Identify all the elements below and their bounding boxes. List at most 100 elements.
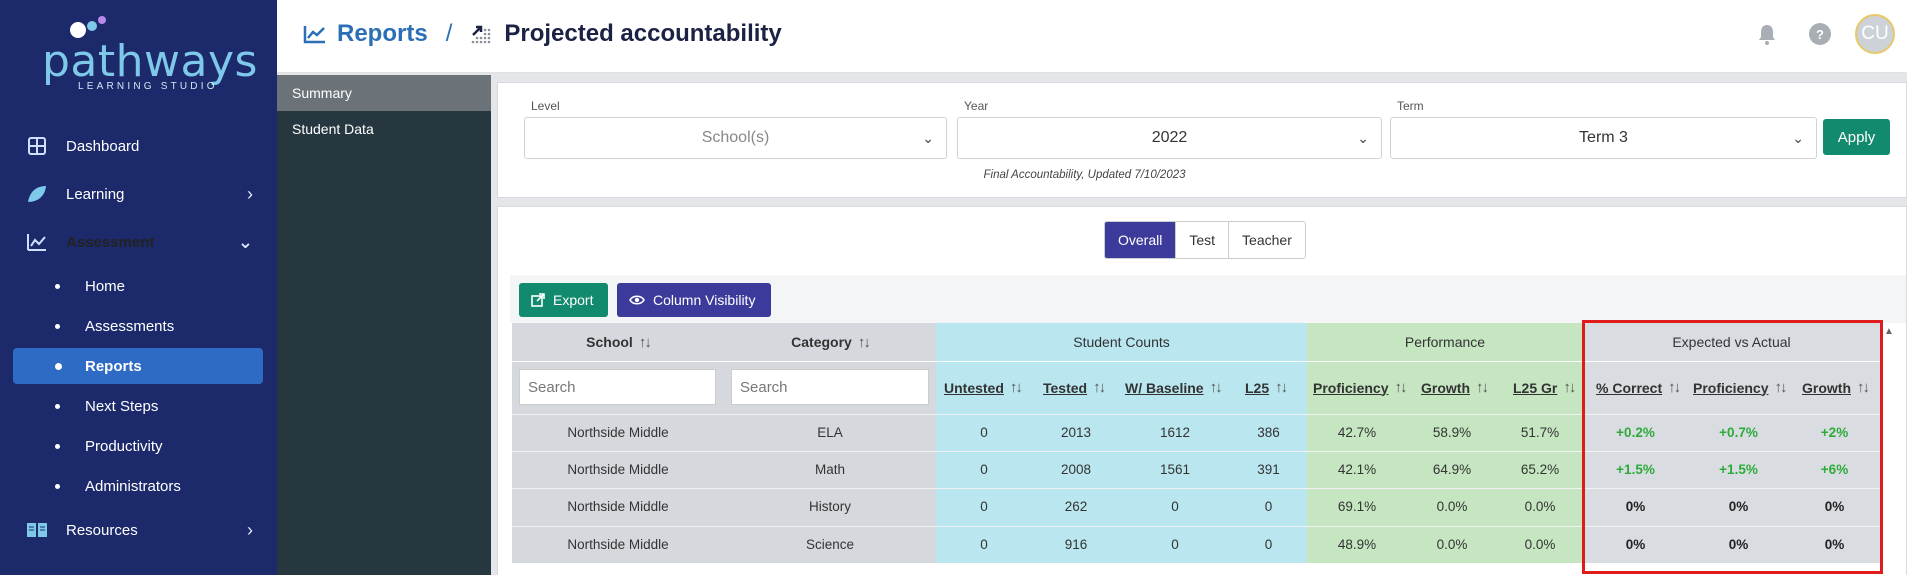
svg-text:?: ? bbox=[1816, 27, 1824, 42]
col-l25-header[interactable]: L25 ↑↓ bbox=[1245, 361, 1288, 414]
nav-sub-assessments[interactable]: Assessments bbox=[0, 306, 277, 346]
col-baseline-header[interactable]: W/ Baseline ↑↓ bbox=[1125, 361, 1223, 414]
cell-baseline: 0 bbox=[1171, 537, 1179, 552]
tab-teacher[interactable]: Teacher bbox=[1229, 222, 1305, 258]
sort-icon: ↑↓ bbox=[1394, 379, 1407, 396]
nav-learning[interactable]: Learning › bbox=[0, 170, 277, 218]
level-value: School(s) bbox=[701, 129, 770, 146]
cell-l25: 0 bbox=[1264, 499, 1273, 514]
sort-icon: ↑↓ bbox=[1275, 379, 1288, 396]
col-untested-header[interactable]: Untested ↑↓ bbox=[944, 361, 1023, 414]
column-visibility-button[interactable]: Column Visibility bbox=[617, 283, 771, 317]
logo-wordmark: pathways bbox=[42, 36, 258, 87]
table-row[interactable]: Northside Middle Science 0 916 0 0 48.9% 0.0% 0.… bbox=[512, 526, 1880, 563]
nav-sub-label: Administrators bbox=[85, 477, 181, 495]
export-button[interactable]: Export bbox=[519, 283, 608, 317]
col-school-header[interactable]: School ↑↓ bbox=[512, 323, 724, 361]
term-label: Term bbox=[1397, 99, 1424, 113]
dashboard-icon bbox=[26, 135, 48, 157]
subnav-summary[interactable]: Summary bbox=[277, 75, 491, 111]
bell-icon[interactable] bbox=[1755, 22, 1779, 46]
filter-panel: Level School(s) ⌄ Year 2022 ⌄ Term Term … bbox=[497, 82, 1907, 198]
pathways-logo[interactable]: pathways LEARNING STUDIO bbox=[42, 14, 257, 92]
accountability-note: Final Accountability, Updated 7/10/2023 bbox=[983, 169, 1186, 181]
category-search-input[interactable]: Search bbox=[731, 369, 929, 405]
cell-untested: 0 bbox=[980, 499, 988, 514]
nav-sub-reports[interactable]: Reports bbox=[13, 348, 263, 384]
col-label: Proficiency bbox=[1693, 379, 1769, 396]
col-label: Growth bbox=[1421, 379, 1470, 396]
apply-button[interactable]: Apply bbox=[1823, 119, 1890, 155]
nav-resources[interactable]: Resources › bbox=[0, 506, 277, 554]
sort-icon: ↑↓ bbox=[1668, 379, 1681, 396]
col-proficiency-header[interactable]: Proficiency ↑↓ bbox=[1313, 361, 1407, 414]
cell-pct-correct: +0.2% bbox=[1616, 425, 1655, 440]
nav-dashboard[interactable]: Dashboard bbox=[0, 122, 277, 170]
tab-overall[interactable]: Overall bbox=[1105, 222, 1177, 258]
sort-icon: ↑↓ bbox=[1857, 379, 1870, 396]
year-select[interactable]: 2022 ⌄ bbox=[957, 117, 1382, 159]
nav-sub-productivity[interactable]: Productivity bbox=[0, 426, 277, 466]
table-row[interactable]: Northside Middle History 0 262 0 0 69.1% 0.0% 0.… bbox=[512, 488, 1880, 525]
sort-icon: ↑↓ bbox=[1476, 379, 1489, 396]
row-divider bbox=[512, 526, 1880, 527]
breadcrumb-reports[interactable]: Reports bbox=[337, 20, 428, 47]
school-search-input[interactable]: Search bbox=[519, 369, 716, 405]
cell-category: Math bbox=[814, 462, 845, 477]
col-exp-proficiency-header[interactable]: Proficiency ↑↓ bbox=[1693, 361, 1787, 414]
table-row[interactable]: Northside Middle Math 0 2008 1561 391 42.1% 64.… bbox=[512, 451, 1880, 488]
cell-tested: 2008 bbox=[1060, 462, 1092, 477]
col-label: Growth bbox=[1802, 379, 1851, 396]
nav-sub-next-steps[interactable]: Next Steps bbox=[0, 386, 277, 426]
cell-proficiency: 69.1% bbox=[1337, 499, 1377, 514]
term-select[interactable]: Term 3 ⌄ bbox=[1390, 117, 1817, 159]
col-exp-growth-header[interactable]: Growth ↑↓ bbox=[1802, 361, 1870, 414]
level-label: Level bbox=[531, 99, 560, 113]
help-icon[interactable]: ? bbox=[1808, 22, 1832, 46]
sort-icon: ↑↓ bbox=[1563, 379, 1576, 396]
cell-growth: 64.9% bbox=[1432, 462, 1472, 477]
bullet-icon bbox=[55, 363, 62, 370]
level-select[interactable]: School(s) ⌄ bbox=[524, 117, 947, 159]
group-expected-label: Expected vs Actual bbox=[1672, 334, 1791, 350]
col-growth-header[interactable]: Growth ↑↓ bbox=[1421, 361, 1489, 414]
tab-test[interactable]: Test bbox=[1176, 222, 1230, 258]
cell-exp-growth: +2% bbox=[1820, 425, 1849, 440]
breadcrumb-separator: / bbox=[445, 20, 453, 47]
col-label: L25 Gr bbox=[1513, 379, 1558, 396]
leaf-icon bbox=[26, 183, 48, 205]
col-l25gr-header[interactable]: L25 Gr ↑↓ bbox=[1513, 361, 1576, 414]
cell-proficiency: 42.7% bbox=[1337, 425, 1377, 440]
chevron-right-icon: › bbox=[247, 184, 253, 204]
cell-exp-growth: +6% bbox=[1820, 462, 1849, 477]
nav-learning-label: Learning bbox=[66, 185, 125, 203]
col-label: L25 bbox=[1245, 379, 1270, 396]
nav-assessment-label: Assessment bbox=[66, 233, 155, 251]
avatar[interactable]: CU bbox=[1855, 14, 1895, 54]
col-school-label: School bbox=[586, 334, 633, 350]
nav-sub-administrators[interactable]: Administrators bbox=[0, 466, 277, 506]
col-pct-correct-header[interactable]: % Correct ↑↓ bbox=[1596, 361, 1681, 414]
group-student-counts: Student Counts bbox=[1073, 334, 1170, 350]
bullet-icon bbox=[55, 404, 60, 409]
col-category-header[interactable]: Category ↑↓ bbox=[724, 323, 936, 361]
chevron-down-icon: ⌄ bbox=[922, 130, 934, 146]
sort-icon: ↑↓ bbox=[638, 333, 652, 351]
cell-tested: 262 bbox=[1064, 499, 1088, 514]
chevron-down-icon: ⌄ bbox=[1357, 130, 1369, 146]
subnav-student-data[interactable]: Student Data bbox=[292, 121, 374, 137]
cell-school: Northside Middle bbox=[567, 462, 669, 477]
nav-sub-label: Home bbox=[85, 277, 126, 295]
logo-dots-icon bbox=[70, 16, 106, 38]
nav-assessment[interactable]: Assessment ⌄ bbox=[0, 218, 277, 266]
col-tested-header[interactable]: Tested ↑↓ bbox=[1043, 361, 1106, 414]
scroll-up-icon[interactable]: ▲ bbox=[1884, 326, 1894, 337]
cell-l25gr: 65.2% bbox=[1520, 462, 1560, 477]
header-divider bbox=[512, 361, 1880, 362]
table-row[interactable]: Northside Middle ELA 0 2013 1612 386 42.7% 58.9… bbox=[512, 414, 1880, 451]
logo-subtitle: LEARNING STUDIO bbox=[78, 81, 218, 92]
cell-category: History bbox=[808, 499, 851, 514]
row-divider bbox=[512, 488, 1880, 489]
nav-sub-home[interactable]: Home bbox=[0, 266, 277, 306]
cell-category: ELA bbox=[817, 425, 843, 440]
